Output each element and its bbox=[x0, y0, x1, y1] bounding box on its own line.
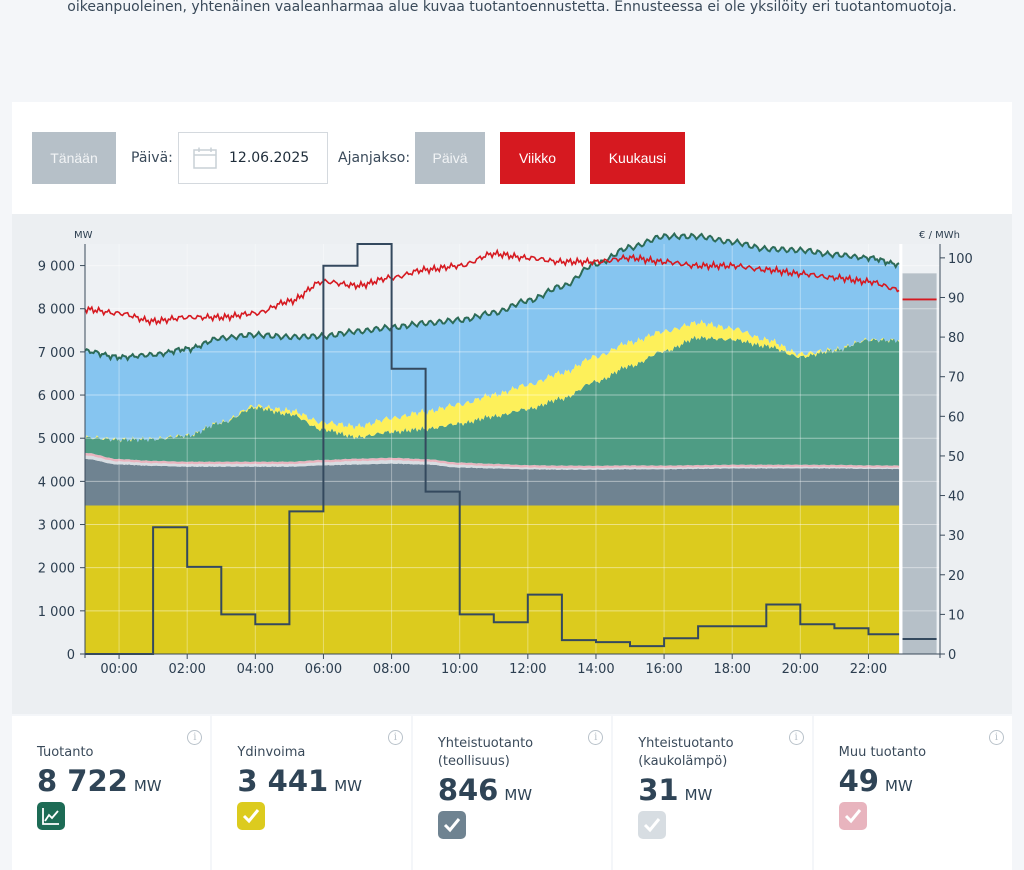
x-tick-label: 18:00 bbox=[713, 662, 750, 677]
x-tick-label: 00:00 bbox=[100, 662, 137, 677]
y-right-tick-label: 80 bbox=[948, 331, 965, 346]
x-tick-label: 04:00 bbox=[237, 662, 274, 677]
card-nuclear: i Ydinvoima 3 441 MW bbox=[212, 716, 411, 860]
y-right-tick-label: 100 bbox=[948, 252, 973, 267]
y-right-tick-label: 50 bbox=[948, 450, 965, 465]
wind-area bbox=[85, 335, 900, 466]
left-unit-label: MW bbox=[74, 230, 93, 241]
card-value: 3 441 MW bbox=[237, 764, 362, 798]
y-right-tick-label: 60 bbox=[948, 410, 965, 425]
forecast-area bbox=[902, 273, 937, 654]
y-left-tick-label: 8 000 bbox=[38, 303, 75, 318]
info-icon[interactable]: i bbox=[588, 730, 604, 745]
info-icon[interactable]: i bbox=[989, 730, 1005, 745]
info-icon[interactable]: i bbox=[387, 730, 403, 745]
period-month-button[interactable]: Kuukausi bbox=[590, 132, 685, 184]
price-line bbox=[84, 248, 900, 327]
y-left-tick-label: 5 000 bbox=[38, 432, 75, 447]
info-icon[interactable]: i bbox=[187, 730, 203, 745]
card-placeholder bbox=[813, 860, 1013, 870]
summary-cards: i Tuotanto 8 722 MW i Ydinvoima 3 441 MW i… bbox=[12, 716, 1013, 870]
y-right-tick-label: 0 bbox=[948, 648, 956, 663]
card-label: Muu tuotanto bbox=[838, 745, 927, 760]
production-chart: 0 1 000 2 000 3 000 4 000 5 000 6 000 7 000 8 00… bbox=[12, 214, 1012, 714]
y-left-tick-label: 4 000 bbox=[38, 475, 75, 490]
y-right-tick-label: 10 bbox=[948, 608, 965, 623]
intro-text: oikeanpuoleinen, yhtenäinen vaaleanharma… bbox=[67, 0, 957, 15]
card-placeholder bbox=[613, 860, 812, 870]
check-icon[interactable] bbox=[237, 802, 266, 830]
card-placeholder bbox=[12, 860, 211, 870]
step-price-line bbox=[85, 243, 900, 655]
next-cards-row bbox=[12, 860, 1013, 870]
card-label: Ydinvoima bbox=[237, 745, 306, 760]
y-right-tick-label: 90 bbox=[948, 291, 965, 306]
chp-district-area bbox=[85, 455, 900, 470]
nuclear-area bbox=[85, 505, 900, 654]
period-day-button[interactable]: Päivä bbox=[415, 132, 485, 184]
x-tick-label: 02:00 bbox=[168, 662, 205, 677]
chp-industry-area bbox=[85, 458, 900, 506]
hydro-area bbox=[85, 233, 900, 443]
card-value: 31 MW bbox=[638, 773, 713, 807]
card-value: 8 722 MW bbox=[37, 764, 162, 798]
x-tick-label: 20:00 bbox=[782, 662, 819, 677]
x-tick-label: 16:00 bbox=[645, 662, 682, 677]
y-left-tick-label: 6 000 bbox=[38, 389, 75, 404]
date-picker[interactable]: 12.06.2025 bbox=[178, 132, 328, 184]
card-value: 49 MW bbox=[838, 764, 913, 798]
card-chp-industry: i Yhteistuotanto (teollisuus) 846 MW bbox=[412, 716, 612, 860]
y-right-tick-label: 70 bbox=[948, 371, 965, 386]
card-label: Tuotanto bbox=[37, 745, 94, 760]
other-area bbox=[85, 452, 900, 469]
card-value: 846 MW bbox=[437, 773, 533, 807]
info-icon[interactable]: i bbox=[788, 730, 804, 745]
right-unit-label: € / MWh bbox=[919, 230, 960, 241]
period-label: Ajanjakso: bbox=[338, 150, 411, 166]
today-button[interactable]: Tänään bbox=[32, 132, 116, 184]
period-week-button[interactable]: Viikko bbox=[500, 132, 575, 184]
controls-panel: Tänään Päivä: 12.06.2025 Ajanjakso: Päiv… bbox=[12, 102, 1012, 214]
y-left-tick-label: 9 000 bbox=[38, 260, 75, 275]
y-right-tick-label: 20 bbox=[948, 569, 965, 584]
card-label: Yhteistuotanto (teollisuus) bbox=[437, 736, 534, 769]
y-right-tick-label: 30 bbox=[948, 529, 965, 544]
y-left-tick-label: 2 000 bbox=[38, 562, 75, 577]
card-placeholder bbox=[212, 860, 411, 870]
y-right-tick-label: 40 bbox=[948, 490, 965, 505]
check-icon[interactable] bbox=[437, 811, 466, 839]
card-placeholder bbox=[412, 860, 612, 870]
card-total-production: i Tuotanto 8 722 MW bbox=[12, 716, 211, 860]
y-left-tick-label: 0 bbox=[67, 648, 75, 663]
card-label: Yhteistuotanto (kaukolämpö) bbox=[638, 736, 734, 769]
date-label: Päivä: bbox=[131, 150, 173, 166]
chart-line-icon[interactable] bbox=[37, 802, 65, 830]
production-chart-svg: 0 1 000 2 000 3 000 4 000 5 000 6 000 7 000 8 00… bbox=[38, 230, 973, 677]
date-value: 12.06.2025 bbox=[229, 150, 310, 166]
check-icon[interactable] bbox=[638, 811, 667, 839]
x-tick-label: 08:00 bbox=[373, 662, 410, 677]
solar-area bbox=[85, 319, 900, 443]
y-left-tick-label: 7 000 bbox=[38, 346, 75, 361]
calendar-icon bbox=[193, 147, 217, 169]
card-chp-district: i Yhteistuotanto (kaukolämpö) 31 MW bbox=[613, 716, 812, 860]
check-icon[interactable] bbox=[838, 802, 867, 830]
x-tick-label: 14:00 bbox=[577, 662, 614, 677]
total-production-line bbox=[84, 231, 900, 362]
card-other: i Muu tuotanto 49 MW bbox=[813, 716, 1013, 860]
y-left-tick-label: 1 000 bbox=[38, 605, 75, 620]
x-tick-label: 06:00 bbox=[305, 662, 342, 677]
x-tick-label: 10:00 bbox=[441, 662, 478, 677]
x-tick-label: 22:00 bbox=[850, 662, 887, 677]
x-tick-label: 12:00 bbox=[509, 662, 546, 677]
y-left-tick-label: 3 000 bbox=[38, 519, 75, 534]
